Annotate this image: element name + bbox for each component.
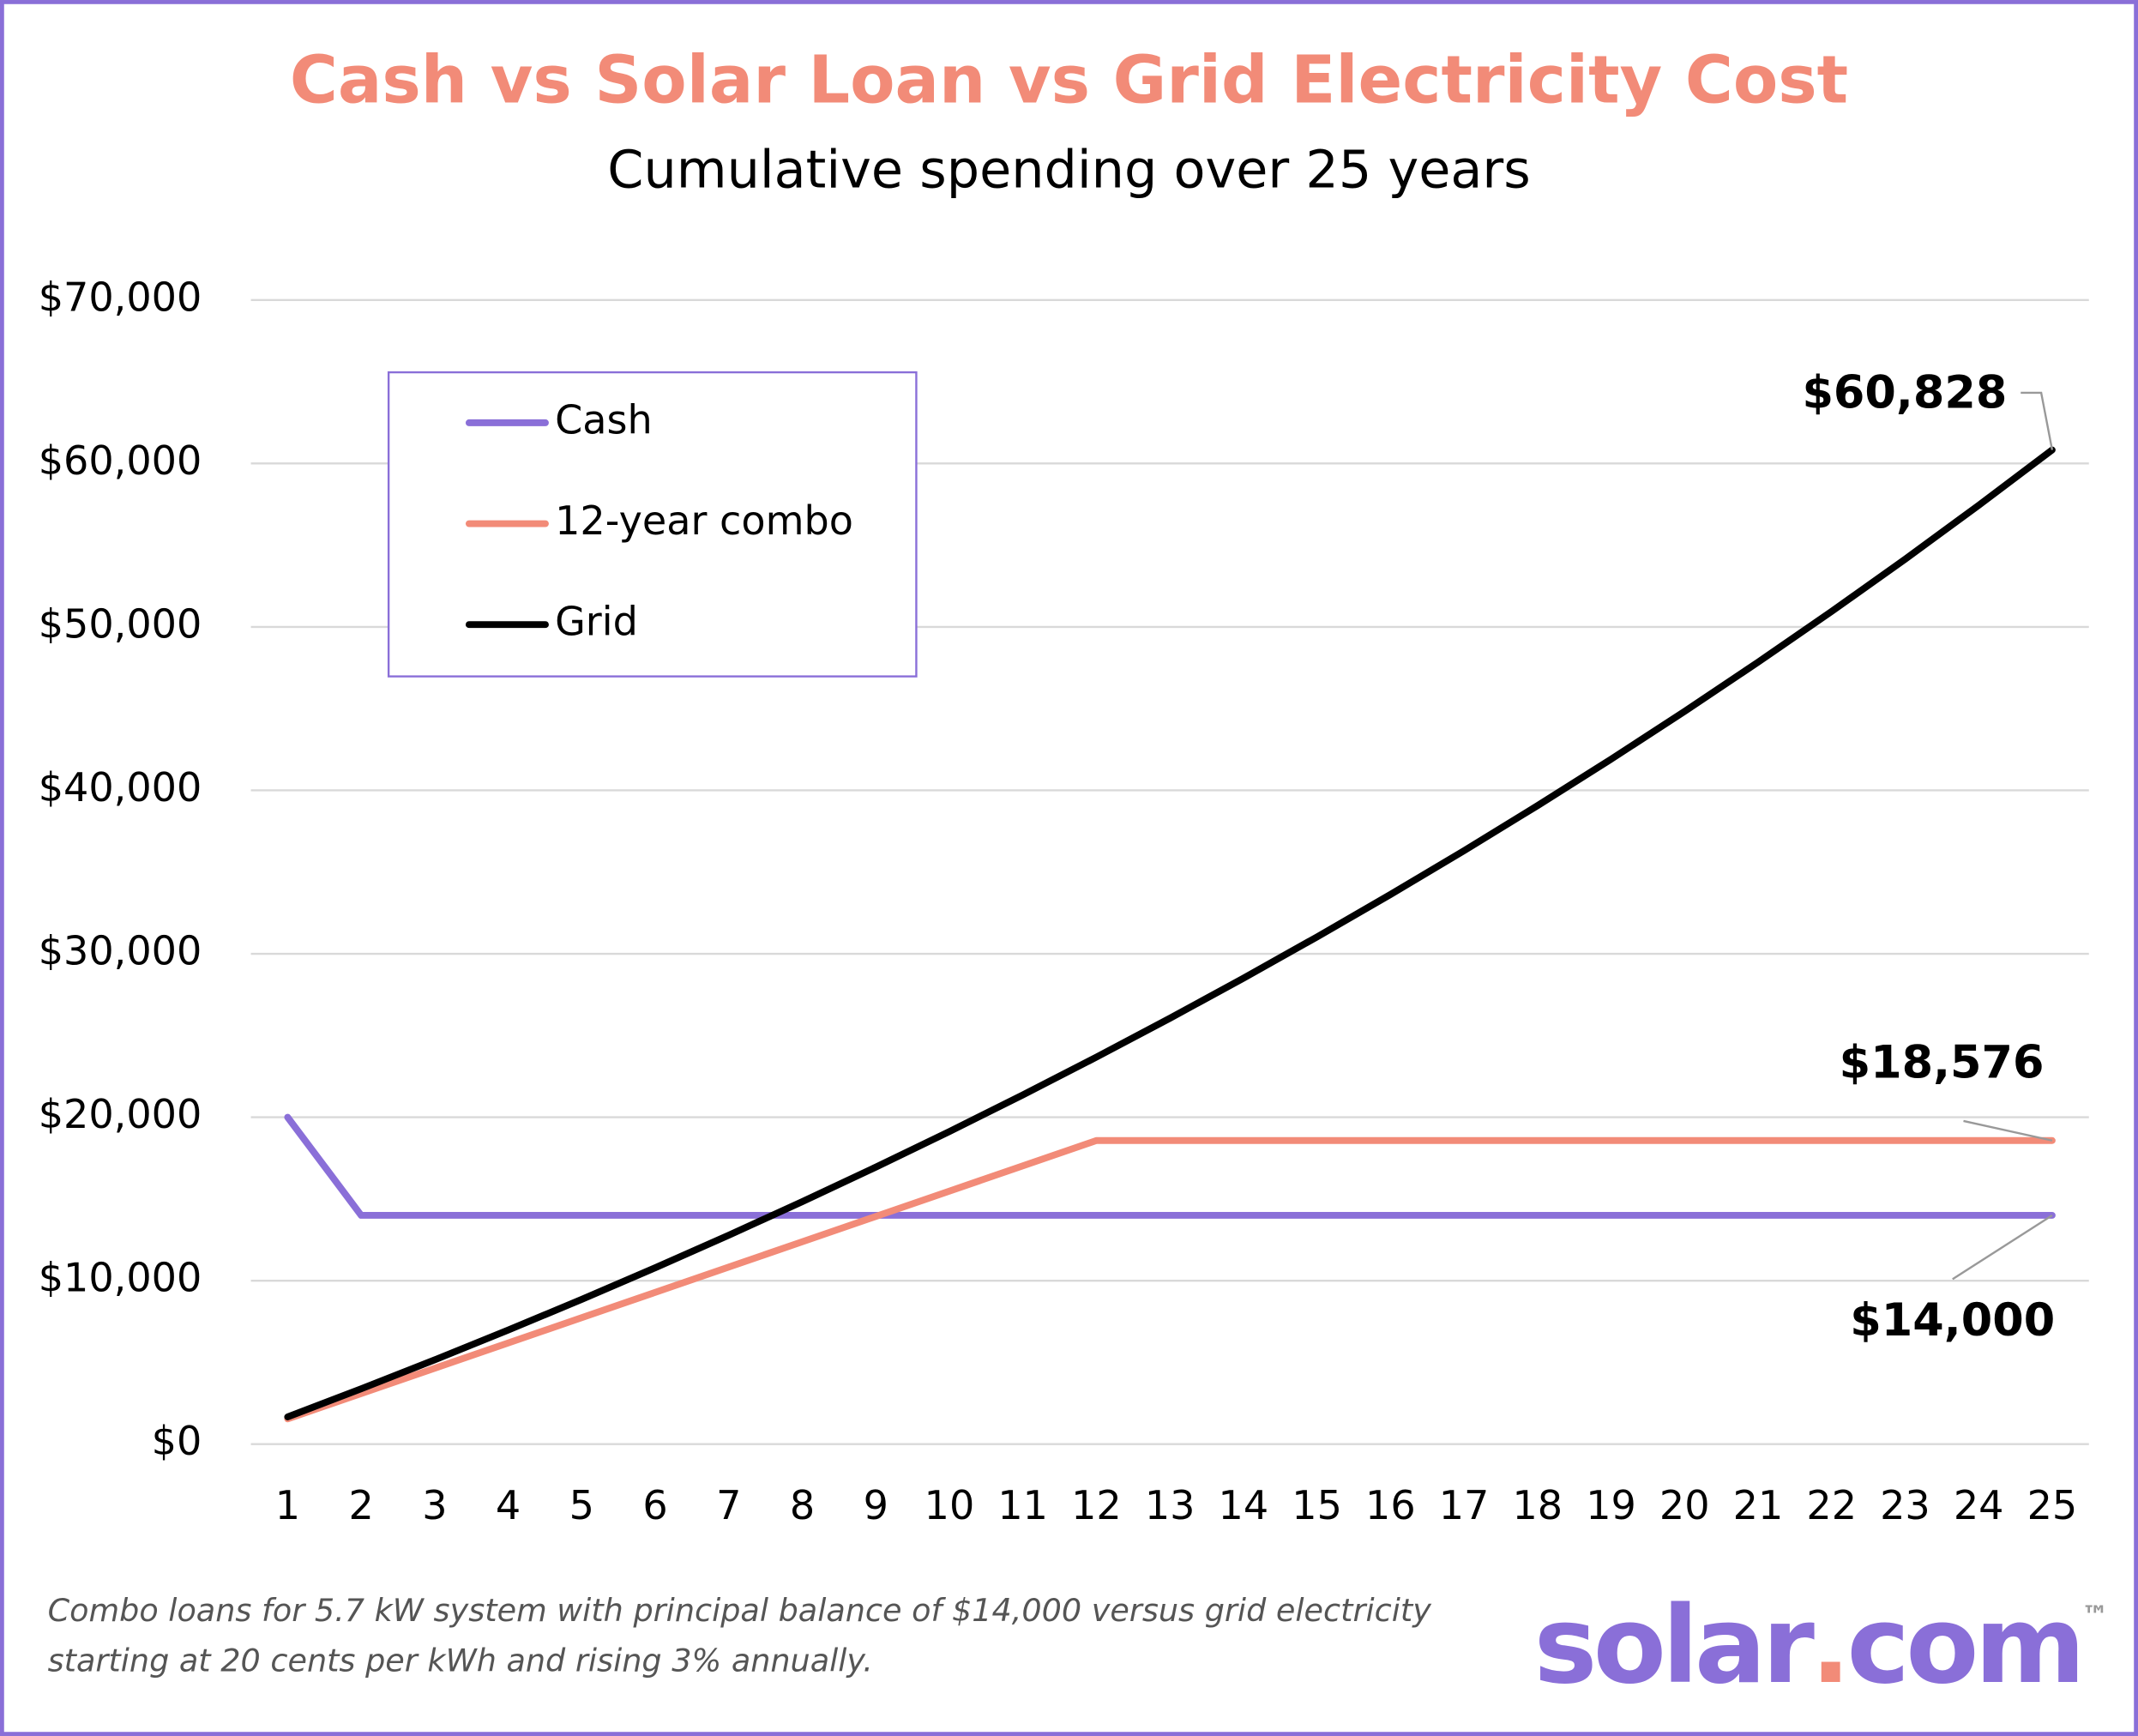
y-tick-label: $70,000 [39,274,202,320]
logo-part: . [1810,1584,1846,1708]
chart-subtitle: Cumulative spending over 25 years [607,141,1530,201]
logo-part: com [1846,1584,2081,1708]
x-tick-label: 22 [1806,1482,1857,1528]
data-label: $14,000 [1850,1294,2055,1347]
x-tick-label: 14 [1219,1482,1269,1528]
y-tick-label: $60,000 [39,437,202,484]
logo-part: ™ [2081,1600,2105,1632]
legend-label: Grid [555,599,638,645]
x-tick-label: 2 [348,1482,373,1528]
chart-title: Cash vs Solar Loan vs Grid Electricity C… [290,42,1848,118]
footnote: Combo loans for 5.7 kW system with princ… [48,1592,1433,1629]
logo-part: solar [1534,1584,1815,1708]
x-tick-label: 19 [1586,1482,1636,1528]
y-tick-label: $0 [152,1418,202,1464]
x-tick-label: 17 [1439,1482,1490,1528]
leader-line [2021,391,2054,450]
x-tick-label: 25 [2027,1482,2078,1528]
x-tick-label: 4 [496,1482,521,1528]
y-tick-label: $40,000 [39,764,202,811]
y-tick-label: $10,000 [39,1255,202,1301]
x-tick-label: 5 [569,1482,594,1528]
legend-label: 12-year combo [555,497,853,544]
x-tick-label: 11 [997,1482,1048,1528]
x-tick-label: 20 [1659,1482,1710,1528]
series-line [284,446,2056,1420]
legend-label: Cash [555,396,653,443]
x-tick-label: 18 [1512,1482,1563,1528]
x-tick-label: 16 [1365,1482,1416,1528]
x-tick-label: 8 [790,1482,815,1528]
leader-line [1952,1214,2053,1281]
x-tick-label: 1 [275,1482,300,1528]
series-line [284,1136,2056,1423]
data-label: $18,576 [1840,1036,2045,1088]
x-tick-label: 6 [642,1482,667,1528]
y-tick-label: $20,000 [39,1091,202,1137]
footnote: starting at 20 cents per kWh and rising … [48,1643,873,1679]
x-tick-label: 15 [1292,1482,1342,1528]
y-tick-label: $30,000 [39,928,202,974]
x-tick-label: 23 [1880,1482,1930,1528]
series-line [284,1113,2056,1219]
x-tick-label: 3 [422,1482,447,1528]
x-tick-label: 7 [716,1482,741,1528]
x-tick-label: 13 [1145,1482,1195,1528]
x-tick-label: 9 [864,1482,888,1528]
logo: solar.com™ [1534,1584,2105,1708]
leader-line [1963,1119,2053,1142]
x-tick-label: 12 [1071,1482,1122,1528]
x-tick-label: 21 [1733,1482,1784,1528]
x-tick-label: 10 [924,1482,975,1528]
data-label: $60,828 [1802,367,2007,419]
x-tick-label: 24 [1954,1482,2004,1528]
y-tick-label: $50,000 [39,600,202,647]
